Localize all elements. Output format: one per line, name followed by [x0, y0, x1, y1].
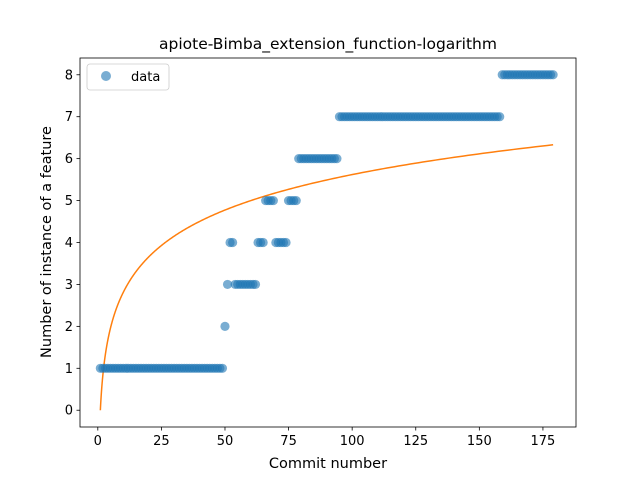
data-point — [281, 237, 291, 248]
data-point — [548, 70, 558, 80]
y-tick-label: 7 — [65, 110, 73, 125]
data-point — [250, 279, 261, 290]
legend-entry-data: data — [131, 70, 160, 85]
y-tick-label: 6 — [65, 152, 73, 167]
data-point — [258, 237, 268, 248]
data-point — [228, 237, 238, 248]
x-axis-label: Commit number — [269, 456, 387, 472]
data-point — [268, 195, 278, 206]
x-tick-label: 100 — [340, 434, 365, 449]
y-tick-label: 5 — [65, 194, 73, 209]
legend-marker — [101, 71, 111, 81]
y-tick-label: 4 — [65, 236, 73, 251]
y-tick-label: 3 — [65, 278, 73, 293]
y-axis-label: Number of instance of a feature — [39, 126, 55, 358]
plot-area — [95, 70, 558, 411]
x-tick-label: 150 — [467, 434, 492, 449]
y-tick-label: 8 — [65, 68, 73, 83]
data-point — [332, 154, 342, 164]
y-tick-label: 1 — [65, 362, 73, 377]
x-tick-label: 25 — [153, 434, 170, 449]
data-point — [291, 195, 301, 206]
data-points-group — [95, 70, 558, 373]
x-tick-label: 0 — [94, 434, 102, 449]
x-tick-label: 125 — [403, 434, 428, 449]
x-tick-label: 175 — [531, 434, 556, 449]
y-axis-ticks: 0 1 2 3 4 5 6 7 8 — [65, 68, 80, 419]
data-point — [220, 321, 230, 331]
legend: data — [86, 63, 170, 91]
y-tick-label: 0 — [65, 404, 73, 419]
data-point — [222, 279, 233, 290]
legend-box — [86, 63, 170, 91]
x-tick-label: 75 — [280, 434, 297, 449]
y-tick-label: 2 — [65, 320, 73, 335]
data-point — [217, 363, 228, 373]
chart-title: apiote-Bimba_extension_function-logarith… — [159, 35, 497, 54]
x-axis-ticks: 0 25 50 75 100 125 150 175 — [94, 427, 556, 449]
data-point — [495, 112, 505, 122]
x-tick-label: 50 — [217, 434, 234, 449]
